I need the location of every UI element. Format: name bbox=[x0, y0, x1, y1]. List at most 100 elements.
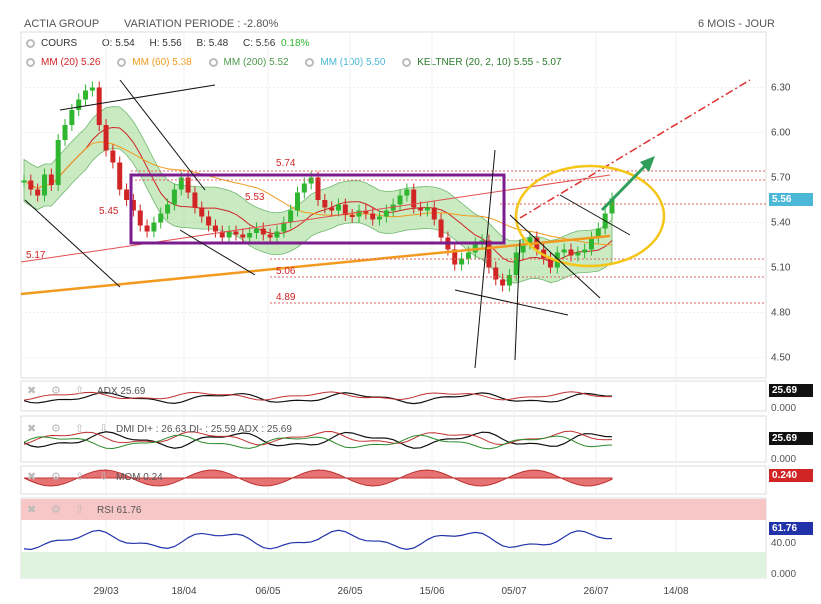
candle-body bbox=[418, 207, 424, 211]
gear-icon[interactable] bbox=[305, 58, 315, 67]
candle-body bbox=[397, 195, 403, 205]
candle-body bbox=[240, 234, 246, 238]
drawn-line bbox=[559, 194, 631, 236]
candle-body bbox=[233, 231, 239, 235]
candle-body bbox=[452, 249, 458, 265]
drawn-line bbox=[179, 229, 256, 276]
candle-body bbox=[103, 125, 109, 151]
candle-body bbox=[513, 252, 519, 275]
drawn-line bbox=[59, 84, 216, 111]
annotation-553: 5.53 bbox=[245, 192, 265, 203]
candle-body bbox=[267, 234, 273, 238]
dmi-ytick: 0.000 bbox=[771, 454, 797, 465]
drawn-line bbox=[509, 214, 601, 299]
candle-body bbox=[527, 237, 533, 244]
gear-icon[interactable] bbox=[402, 58, 412, 67]
close-icon[interactable]: ✖ bbox=[27, 385, 37, 397]
red-trendline bbox=[20, 174, 611, 263]
candle-body bbox=[459, 258, 465, 265]
projection-line bbox=[519, 79, 751, 219]
annotation-574: 5.74 bbox=[276, 158, 296, 169]
candle-body bbox=[178, 177, 184, 190]
x-tick-label: 26/05 bbox=[337, 586, 362, 597]
candle-body bbox=[253, 228, 259, 233]
arrow-down-icon[interactable]: ⇩ bbox=[99, 471, 109, 483]
indicator-line bbox=[23, 434, 613, 450]
drawn-line bbox=[119, 79, 206, 191]
candle-body bbox=[609, 198, 615, 214]
candle-body bbox=[465, 252, 471, 259]
gear-icon[interactable]: ⚙ bbox=[51, 504, 61, 516]
consolidation-box bbox=[129, 173, 506, 245]
candle-body bbox=[424, 207, 430, 211]
candle-body bbox=[171, 189, 177, 205]
period-label[interactable]: 6 MOIS - JOUR bbox=[698, 18, 776, 30]
candle-body bbox=[165, 204, 171, 214]
arrow-up-icon[interactable]: ⇧ bbox=[75, 423, 85, 435]
drawn-line bbox=[454, 289, 569, 316]
candle-body bbox=[486, 240, 492, 268]
candle-body bbox=[124, 189, 130, 200]
candle-body bbox=[575, 252, 581, 256]
y-tick-label: 6.30 bbox=[771, 83, 791, 94]
candle-body bbox=[438, 219, 444, 238]
indicator-line bbox=[23, 529, 613, 551]
y-tick-label: 4.80 bbox=[771, 308, 791, 319]
y-tick-label: 5.70 bbox=[771, 173, 791, 184]
x-tick-label: 06/05 bbox=[255, 586, 280, 597]
drawn-line bbox=[474, 149, 496, 369]
rsi-oversold-zone bbox=[21, 552, 766, 578]
gear-icon[interactable] bbox=[117, 58, 127, 67]
arrow-up-icon[interactable]: ⇧ bbox=[75, 504, 85, 516]
candle-body bbox=[144, 225, 150, 232]
annotation-517: 5.17 bbox=[26, 250, 46, 261]
arrow-up-icon[interactable]: ⇧ bbox=[75, 471, 85, 483]
close-icon[interactable]: ✖ bbox=[27, 504, 37, 516]
candle-body bbox=[199, 207, 205, 217]
candle-body bbox=[35, 189, 41, 196]
close-icon[interactable]: ✖ bbox=[27, 471, 37, 483]
candle-body bbox=[206, 216, 212, 226]
mom-badge: 0.240 bbox=[769, 469, 813, 482]
legend-cours: COURS O: 5.54 H: 5.56 B: 5.48 C: 5.56 0.… bbox=[26, 38, 309, 49]
candle-body bbox=[274, 231, 280, 238]
candle-body bbox=[96, 87, 102, 125]
candle-body bbox=[431, 207, 437, 220]
candle-body bbox=[363, 210, 369, 214]
adx-ytick: 0.000 bbox=[771, 403, 797, 414]
drawn-line bbox=[514, 239, 521, 361]
trend-arrow-head bbox=[640, 156, 655, 172]
close-icon[interactable]: ✖ bbox=[27, 423, 37, 435]
x-tick-label: 05/07 bbox=[501, 586, 526, 597]
mom-area bbox=[23, 469, 613, 487]
arrow-down-icon[interactable]: ⇩ bbox=[99, 423, 109, 435]
gear-icon[interactable]: ⚙ bbox=[51, 471, 61, 483]
gear-icon[interactable] bbox=[26, 39, 35, 48]
candle-body bbox=[55, 140, 61, 185]
candle-body bbox=[83, 90, 89, 100]
adx-badge: 25.69 bbox=[769, 384, 813, 397]
gear-icon[interactable] bbox=[26, 58, 35, 67]
candle-body bbox=[158, 213, 164, 223]
indicator-line bbox=[23, 431, 613, 449]
rsi-overbought-zone bbox=[21, 499, 766, 520]
candle-body bbox=[76, 99, 82, 110]
arrow-up-icon[interactable]: ⇧ bbox=[75, 385, 85, 397]
candle-body bbox=[219, 231, 225, 238]
annotation-489: 4.89 bbox=[276, 292, 296, 303]
candle-body bbox=[130, 200, 136, 211]
candle-body bbox=[500, 279, 506, 286]
candle-body bbox=[349, 215, 355, 217]
candle-body bbox=[588, 237, 594, 250]
gear-icon[interactable]: ⚙ bbox=[51, 423, 61, 435]
candle-body bbox=[260, 228, 266, 235]
candle-body bbox=[547, 258, 553, 268]
candle-body bbox=[137, 210, 143, 226]
x-tick-label: 15/06 bbox=[419, 586, 444, 597]
candle-body bbox=[411, 189, 417, 208]
gear-icon[interactable]: ⚙ bbox=[51, 385, 61, 397]
candle-body bbox=[342, 204, 348, 215]
gear-icon[interactable] bbox=[208, 58, 218, 67]
candle-body bbox=[377, 216, 383, 220]
